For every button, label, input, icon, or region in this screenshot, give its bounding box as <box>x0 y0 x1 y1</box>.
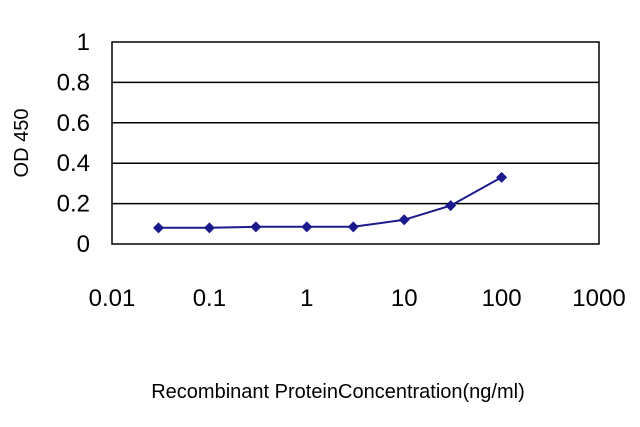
data-point-marker <box>398 214 410 226</box>
data-point-marker <box>347 221 359 233</box>
data-point-marker <box>203 222 215 234</box>
data-point-marker <box>445 200 457 212</box>
y-tick-labels: 0 0.2 0.4 0.6 0.8 1 <box>57 29 90 258</box>
data-point-marker <box>152 222 164 234</box>
x-tick-label: 0.01 <box>89 285 136 312</box>
y-tick-label: 1 <box>77 29 90 56</box>
plot-area <box>111 41 600 245</box>
x-tick-label: 10 <box>391 285 418 312</box>
y-axis-title: OD 450 <box>11 109 33 178</box>
y-tick-label: 0 <box>77 231 90 258</box>
series-line <box>158 176 503 229</box>
data-point-marker <box>496 171 508 183</box>
y-tick-label: 0.8 <box>57 69 90 96</box>
x-tick-labels: 0.01 0.1 1 10 100 1000 <box>89 285 626 312</box>
data-point-marker <box>250 221 262 233</box>
series-layer <box>152 171 508 234</box>
y-tick-label: 0.4 <box>57 150 90 177</box>
y-tick-label: 0.6 <box>57 110 90 137</box>
x-tick-label: 0.1 <box>193 285 226 312</box>
y-tick-label: 0.2 <box>57 191 90 218</box>
grid-lines <box>112 81 599 205</box>
x-axis-title: Recombinant ProteinConcentration(ng/ml) <box>151 381 525 403</box>
x-tick-label: 1 <box>300 285 313 312</box>
x-tick-label: 1000 <box>572 285 625 312</box>
x-tick-label: 100 <box>482 285 522 312</box>
data-point-marker <box>301 221 313 233</box>
